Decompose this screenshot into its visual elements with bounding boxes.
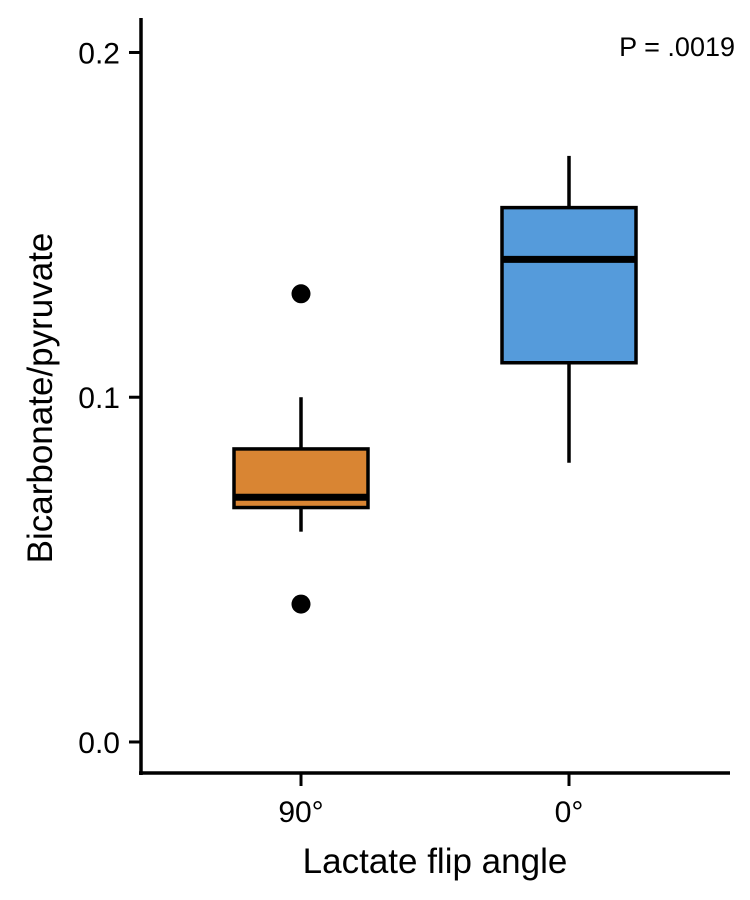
outlier-point: [291, 284, 311, 304]
x-ticks: 90° 0°: [278, 773, 583, 829]
y-tick-label: 0.1: [78, 382, 120, 415]
plot-area: [232, 155, 638, 614]
p-value-annotation: P = .0019: [619, 32, 735, 62]
outlier-point: [291, 594, 311, 614]
box-iqr: [500, 205, 638, 365]
y-tick-label: 0.2: [78, 37, 120, 70]
y-axis-title: Bicarbonate/pyruvate: [21, 233, 60, 564]
x-axis-title: Lactate flip angle: [303, 842, 568, 881]
x-tick-label: 90°: [278, 796, 323, 829]
y-tick-label: 0.0: [78, 727, 120, 760]
box-group: [500, 155, 638, 463]
x-tick-label: 0°: [555, 796, 584, 829]
box-group: [232, 284, 370, 614]
y-ticks: 0.0 0.1 0.2: [78, 37, 141, 760]
